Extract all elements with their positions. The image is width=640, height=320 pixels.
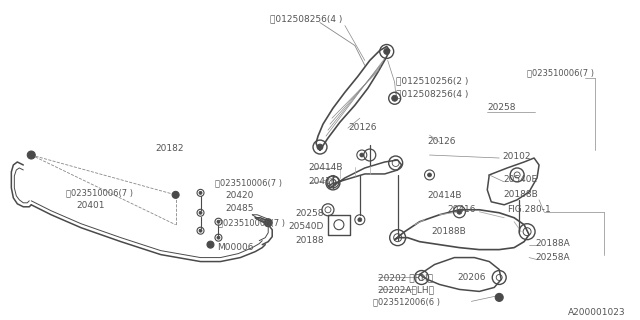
Text: 20188: 20188 <box>295 236 324 245</box>
Text: 20416: 20416 <box>308 177 337 187</box>
Text: Ⓑ012508256(4 ): Ⓑ012508256(4 ) <box>396 90 468 99</box>
Circle shape <box>264 219 272 227</box>
Circle shape <box>172 191 179 198</box>
Text: 20126: 20126 <box>428 137 456 146</box>
Circle shape <box>217 236 220 239</box>
Text: 20126: 20126 <box>348 123 376 132</box>
Circle shape <box>392 95 397 101</box>
Text: FIG.280-1: FIG.280-1 <box>507 205 551 214</box>
Text: A200001023: A200001023 <box>568 308 626 317</box>
Text: 20414B: 20414B <box>308 164 342 172</box>
Text: 20206: 20206 <box>458 273 486 282</box>
Text: Ⓝ023510006(7 ): Ⓝ023510006(7 ) <box>216 179 282 188</box>
Text: 20485: 20485 <box>225 204 254 213</box>
Text: M00006: M00006 <box>218 243 254 252</box>
Text: 20182: 20182 <box>156 144 184 153</box>
Text: 20258A: 20258A <box>535 253 570 262</box>
Text: 20258: 20258 <box>296 209 324 218</box>
Circle shape <box>217 220 220 223</box>
Circle shape <box>495 293 503 301</box>
Text: Ⓝ023512006(6 ): Ⓝ023512006(6 ) <box>372 297 440 306</box>
Text: Ⓝ023510006(7 ): Ⓝ023510006(7 ) <box>66 188 133 197</box>
Circle shape <box>457 209 462 214</box>
Text: 20102: 20102 <box>502 151 531 161</box>
Circle shape <box>199 229 202 232</box>
Circle shape <box>28 151 35 159</box>
Text: 20401: 20401 <box>76 201 104 210</box>
Text: Ⓑ012508256(4 ): Ⓑ012508256(4 ) <box>270 14 342 23</box>
Text: 20202 〈RH〉: 20202 〈RH〉 <box>378 273 433 282</box>
Text: Ⓝ023510006(7 ): Ⓝ023510006(7 ) <box>218 218 285 227</box>
Circle shape <box>360 153 364 157</box>
Text: 20540D: 20540D <box>289 222 324 231</box>
Circle shape <box>317 144 323 150</box>
Text: 20188B: 20188B <box>431 227 467 236</box>
Text: 20258: 20258 <box>487 103 516 112</box>
Text: 20414B: 20414B <box>428 191 462 200</box>
Circle shape <box>384 49 390 54</box>
Text: 20540E: 20540E <box>503 175 538 184</box>
Text: 20188B: 20188B <box>503 190 538 199</box>
Text: 20188A: 20188A <box>535 239 570 248</box>
Circle shape <box>358 218 362 222</box>
Text: Ⓝ023510006(7 ): Ⓝ023510006(7 ) <box>527 68 594 77</box>
Text: Ⓑ012510256(2 ): Ⓑ012510256(2 ) <box>396 76 468 85</box>
Circle shape <box>199 191 202 194</box>
Circle shape <box>428 173 431 177</box>
Text: 20416: 20416 <box>447 205 476 214</box>
Circle shape <box>199 211 202 214</box>
Text: 20420: 20420 <box>225 191 254 200</box>
Circle shape <box>207 241 214 248</box>
Text: 20202A〈LH〉: 20202A〈LH〉 <box>378 285 435 294</box>
